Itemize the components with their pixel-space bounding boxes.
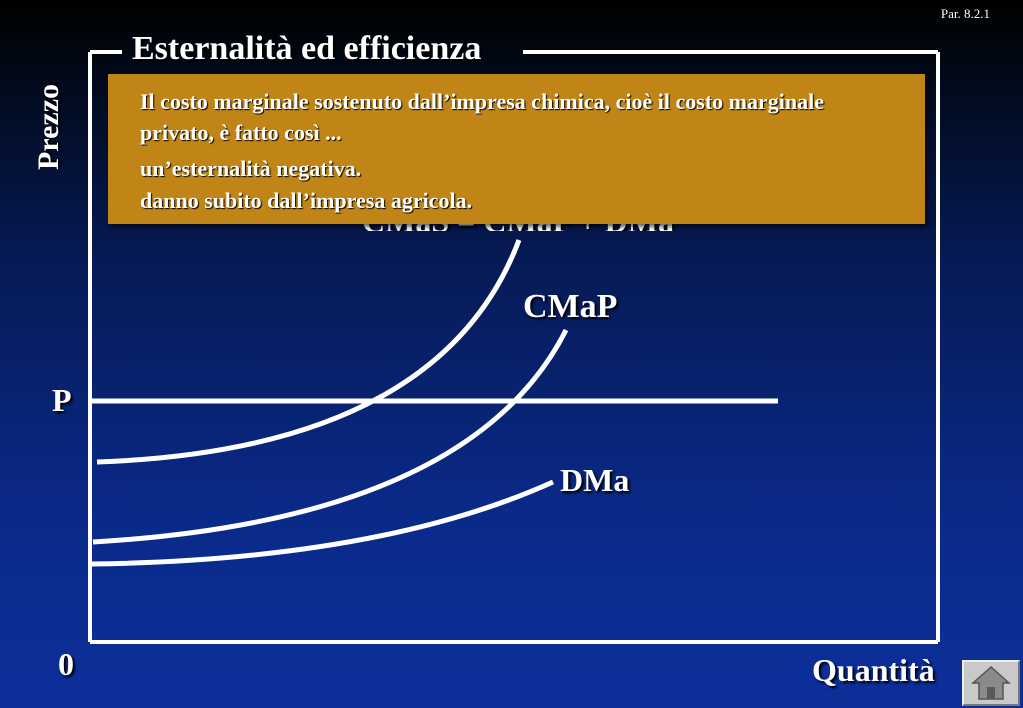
origin-label: 0 — [58, 646, 74, 682]
cmap-curve — [92, 328, 569, 545]
callout-text: Il costo marginale sostenuto dall’impres… — [140, 89, 824, 145]
dma-label: DMa — [560, 462, 630, 498]
x-axis-label: Quantità — [812, 652, 935, 688]
price-label: P — [52, 382, 72, 418]
callout-hidden-line-2: danno subito dall’impresa agricola. — [140, 188, 473, 213]
section-reference: Par. 8.2.1 — [940, 6, 990, 21]
callout-hidden-line-1: un’esternalità negativa. — [140, 156, 362, 181]
dma-curve — [91, 479, 555, 567]
cmap-label: CMaP — [523, 288, 618, 325]
explanation-callout: un’esternalità negativa. danno subito da… — [108, 74, 925, 224]
y-axis-label: Prezzo — [32, 83, 65, 170]
callout-overlay — [108, 74, 925, 154]
cmas-curve — [96, 239, 522, 465]
home-button[interactable] — [962, 660, 1020, 706]
home-icon — [971, 665, 1011, 700]
slide-title: Esternalità ed efficienza — [132, 30, 482, 67]
